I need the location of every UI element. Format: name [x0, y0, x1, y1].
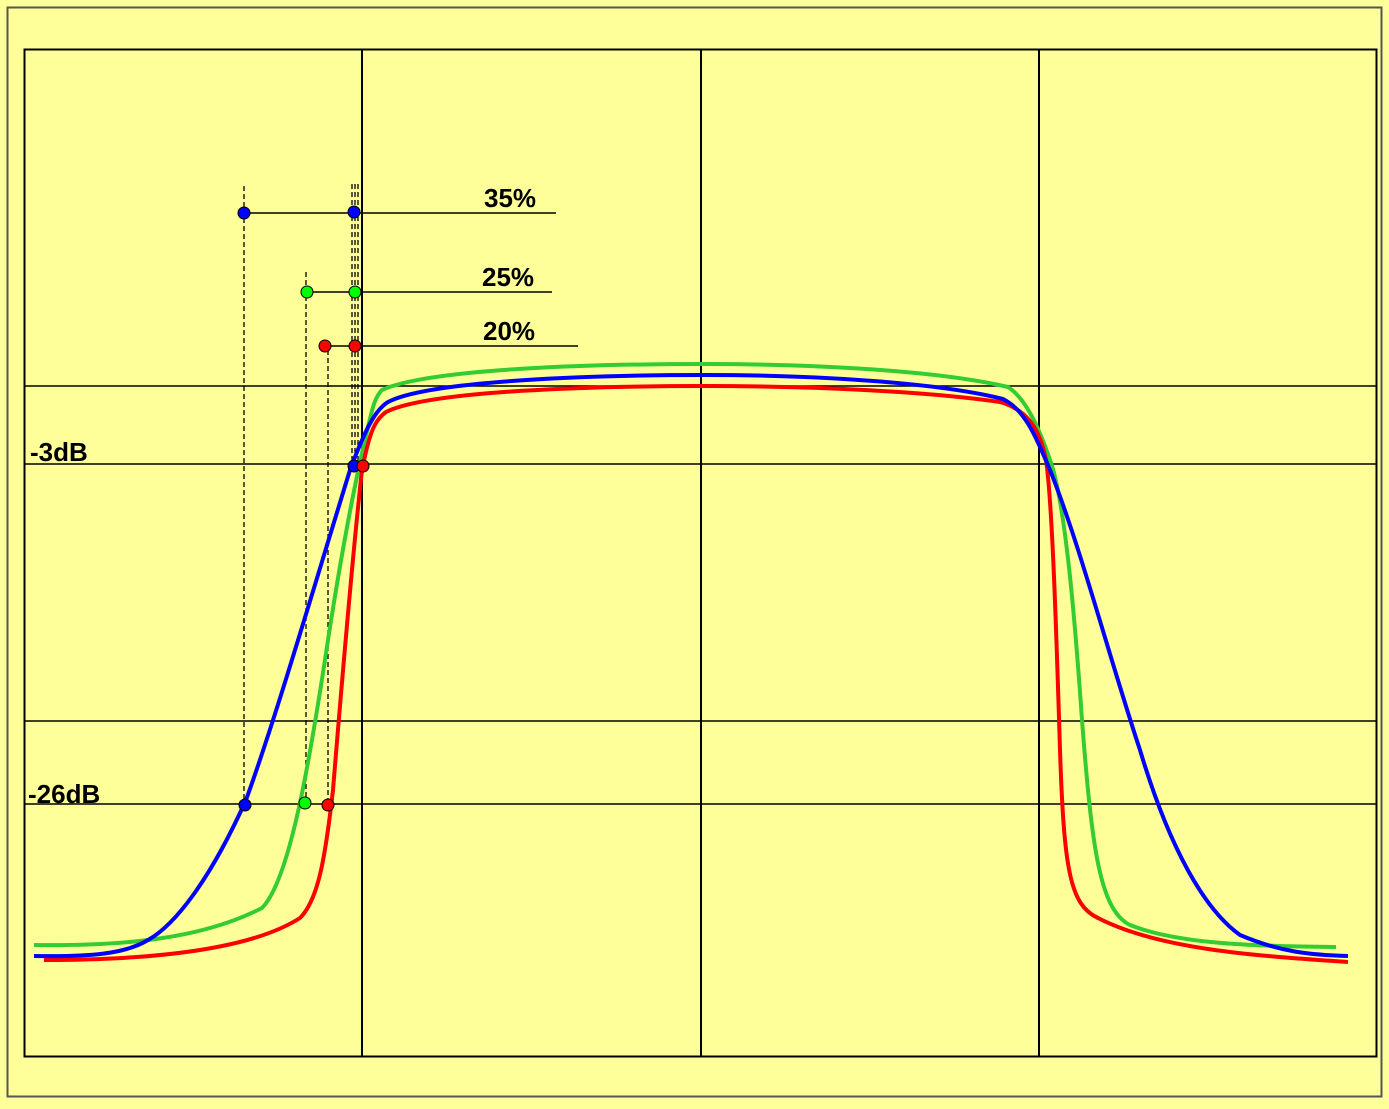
label-minus-26db: -26dB	[28, 779, 100, 809]
marker-20-right	[348, 339, 362, 353]
marker-minus-3db-red	[356, 459, 370, 473]
marker-35-left	[237, 206, 251, 220]
curve-rolloff-25	[33, 362, 1337, 949]
label-rolloff-20: 20%	[483, 316, 535, 346]
curve-rolloff-35	[33, 373, 1349, 959]
label-minus-3db: -3dB	[30, 437, 88, 467]
markers	[237, 205, 370, 812]
outer-frame	[6, 6, 1383, 1098]
marker-35-right	[347, 205, 361, 219]
marker-25-right	[348, 285, 362, 299]
label-rolloff-25: 25%	[482, 262, 534, 292]
marker-20-left	[318, 339, 332, 353]
label-rolloff-35: 35%	[484, 183, 536, 213]
marker-25-left	[300, 285, 314, 299]
marker-minus-26db-red	[321, 798, 335, 812]
curve-rolloff-20	[43, 384, 1349, 964]
marker-minus-26db-green	[298, 796, 312, 810]
marker-minus-26db-blue	[238, 798, 252, 812]
